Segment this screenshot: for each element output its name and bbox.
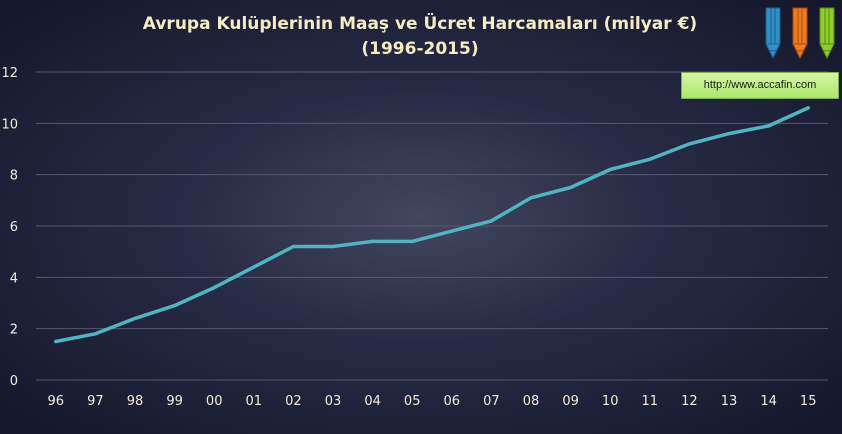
x-tick-label: 15 xyxy=(800,394,817,409)
data-point xyxy=(212,286,216,290)
x-tick-label: 01 xyxy=(246,394,263,409)
data-point xyxy=(727,132,731,136)
website-link[interactable]: http://www.accafin.com xyxy=(681,72,839,99)
series-line-0 xyxy=(54,106,810,344)
data-point xyxy=(608,167,612,172)
data-point xyxy=(569,185,573,190)
data-point xyxy=(648,157,652,161)
x-tick-label: 03 xyxy=(325,394,342,409)
x-tick-label: 07 xyxy=(483,394,500,409)
data-point xyxy=(806,106,810,110)
pencils-logo-icon xyxy=(765,7,835,60)
data-point xyxy=(54,339,58,344)
x-tick-label: 14 xyxy=(760,394,777,409)
data-point xyxy=(529,196,533,200)
x-tick-label: 00 xyxy=(206,394,223,409)
series-group xyxy=(54,106,810,344)
y-tick-label: 2 xyxy=(10,323,18,338)
y-tick-label: 4 xyxy=(10,271,18,286)
data-point xyxy=(173,303,177,308)
x-tick-label: 99 xyxy=(166,394,183,409)
data-point xyxy=(767,124,771,128)
y-tick-label: 8 xyxy=(10,169,18,184)
x-tick-label: 04 xyxy=(364,394,381,409)
data-point xyxy=(410,239,414,243)
x-tick-label: 09 xyxy=(562,394,579,409)
orange-pencil-icon xyxy=(792,7,808,60)
chart-subtitle: (1996-2015) xyxy=(361,39,478,59)
x-tick-label: 96 xyxy=(48,394,65,409)
data-point xyxy=(331,244,335,249)
y-axis-tick-labels: 0 2 4 6 8 10 12 xyxy=(1,66,18,389)
x-tick-label: 97 xyxy=(87,394,104,409)
chart-title: Avrupa Kulüplerinin Maaş ve Ücret Harcam… xyxy=(143,12,697,34)
data-point xyxy=(687,142,692,146)
x-tick-label: 13 xyxy=(721,394,738,409)
x-tick-label: 06 xyxy=(444,394,461,409)
y-tick-label: 6 xyxy=(10,220,18,235)
data-point xyxy=(291,244,295,249)
x-tick-label: 02 xyxy=(285,394,302,409)
data-point xyxy=(450,229,454,233)
data-point xyxy=(489,219,493,223)
data-point xyxy=(133,316,137,320)
x-tick-label: 98 xyxy=(127,394,144,409)
x-tick-label: 05 xyxy=(404,394,421,409)
data-point xyxy=(93,332,97,336)
gridlines xyxy=(36,71,828,381)
y-tick-label: 0 xyxy=(10,374,18,389)
green-pencil-icon xyxy=(819,7,835,60)
data-point xyxy=(371,239,375,243)
blue-pencil-icon xyxy=(765,7,781,60)
x-tick-label: 12 xyxy=(681,394,698,409)
data-point xyxy=(252,265,256,269)
y-tick-label: 10 xyxy=(1,117,18,132)
x-tick-label: 11 xyxy=(642,394,659,409)
y-tick-label: 12 xyxy=(1,66,18,81)
x-axis-tick-labels: 96 97 98 99 00 01 02 03 04 05 06 07 08 09 10 11 12 13 14 15 xyxy=(48,394,817,409)
x-tick-label: 10 xyxy=(602,394,619,409)
x-tick-label: 08 xyxy=(523,394,540,409)
